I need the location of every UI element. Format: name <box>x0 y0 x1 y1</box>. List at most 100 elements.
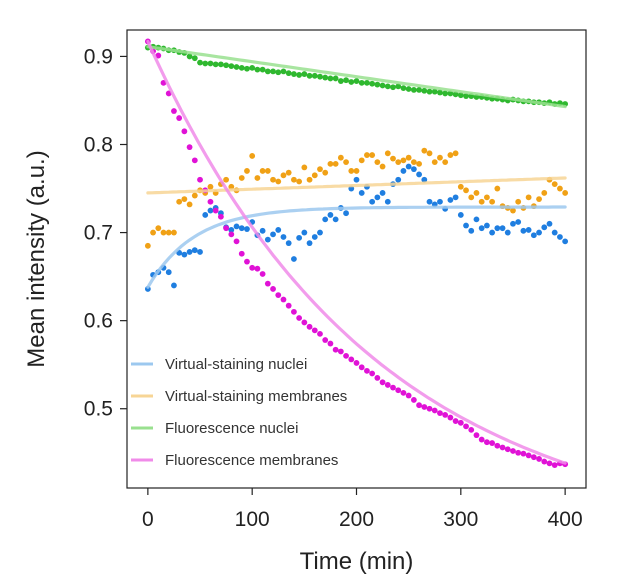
data-point <box>181 128 188 135</box>
data-point <box>473 432 480 439</box>
data-point <box>202 212 209 218</box>
data-point <box>353 78 360 84</box>
data-point <box>494 185 501 192</box>
data-point <box>327 340 334 347</box>
data-point <box>457 419 464 426</box>
data-point <box>395 387 402 394</box>
data-point <box>452 194 459 201</box>
data-point <box>223 225 230 232</box>
data-point <box>311 327 318 334</box>
data-point <box>421 87 428 94</box>
data-point <box>478 225 485 232</box>
data-point <box>557 234 563 240</box>
data-point <box>494 442 501 449</box>
data-point <box>379 82 386 89</box>
data-point <box>311 172 318 179</box>
data-point <box>426 88 433 95</box>
data-point <box>275 69 282 76</box>
data-point <box>264 68 271 75</box>
data-point <box>186 201 193 208</box>
data-point <box>499 444 506 451</box>
series-points-1 <box>144 147 569 249</box>
data-point <box>374 81 381 88</box>
data-point <box>416 160 422 167</box>
data-point <box>452 150 459 157</box>
data-point <box>207 60 214 67</box>
data-point <box>285 302 292 309</box>
data-point <box>478 198 485 205</box>
data-point <box>515 449 522 456</box>
data-point <box>504 229 511 236</box>
data-point <box>327 75 334 82</box>
data-point <box>301 319 308 326</box>
data-point <box>207 183 214 190</box>
data-point <box>259 271 266 277</box>
data-point <box>228 231 235 238</box>
data-point <box>358 364 365 371</box>
data-point <box>463 93 469 99</box>
y-axis-title: Mean intensity (a.u.) <box>23 150 50 367</box>
data-point <box>332 75 339 82</box>
data-point <box>264 236 271 243</box>
data-point <box>468 426 475 433</box>
data-point <box>353 360 360 366</box>
data-point <box>525 452 532 459</box>
data-point <box>447 152 454 158</box>
data-point <box>410 159 417 166</box>
data-point <box>238 64 245 71</box>
y-tick-label: 0.7 <box>84 222 113 245</box>
y-tick-label: 0.5 <box>84 398 113 421</box>
data-point <box>348 168 355 174</box>
data-point <box>327 212 334 218</box>
y-tick-label: 0.9 <box>84 45 113 68</box>
x-tick-label: 300 <box>443 508 478 531</box>
data-point <box>504 446 511 453</box>
data-point <box>291 176 297 183</box>
data-point <box>280 172 287 179</box>
data-point <box>494 225 501 232</box>
data-point <box>291 308 297 315</box>
data-point <box>463 222 469 229</box>
data-point <box>395 83 402 90</box>
data-point <box>551 462 558 468</box>
data-point <box>468 194 475 201</box>
legend-entry-3: Fluorescence membranes <box>131 452 338 469</box>
data-point <box>405 163 412 170</box>
data-point <box>499 225 506 232</box>
data-point <box>358 79 365 86</box>
data-point <box>337 348 344 355</box>
legend-label: Virtual-staining nuclei <box>165 356 307 373</box>
data-point <box>364 152 370 158</box>
data-point <box>275 227 282 233</box>
data-point <box>374 375 381 381</box>
data-point <box>447 414 454 421</box>
data-point <box>171 282 177 289</box>
data-point <box>473 216 480 223</box>
data-point <box>160 229 167 236</box>
data-point <box>405 392 412 399</box>
data-point <box>270 231 276 238</box>
data-point <box>181 251 188 258</box>
data-point <box>369 198 376 205</box>
data-point <box>431 88 438 95</box>
data-point <box>296 234 303 241</box>
data-point <box>150 229 156 236</box>
data-point <box>400 157 407 164</box>
data-point <box>390 84 396 91</box>
data-point <box>238 250 245 257</box>
data-point <box>468 227 475 234</box>
data-point <box>322 74 329 81</box>
data-point <box>405 154 412 161</box>
data-point <box>557 185 563 192</box>
x-tick-label: 0 <box>142 508 154 531</box>
data-point <box>301 71 308 77</box>
data-point <box>197 176 203 183</box>
data-point <box>275 292 282 299</box>
data-point <box>223 176 230 183</box>
data-point <box>254 66 261 73</box>
data-point <box>536 229 542 236</box>
x-axis-ticks: 0 100 200 300 400 <box>142 488 583 531</box>
data-point <box>259 227 266 234</box>
data-point <box>322 216 329 223</box>
data-point <box>264 168 271 174</box>
